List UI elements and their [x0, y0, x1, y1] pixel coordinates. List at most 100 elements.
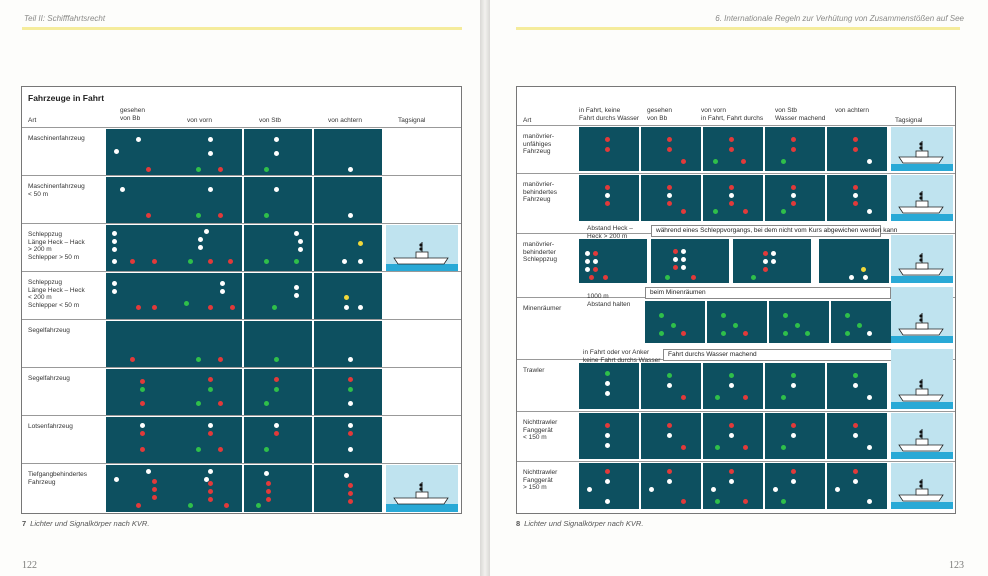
light-red — [266, 489, 271, 494]
light-white — [791, 193, 796, 198]
light-white — [112, 231, 117, 236]
light-red — [605, 423, 610, 428]
trawler-anchor-note: in Fahrt oder vor Anker keine Fahrt durc… — [583, 349, 661, 364]
light-red — [208, 481, 213, 486]
running-head: 6. Internationale Regeln zur Verhütung v… — [715, 14, 964, 23]
light-cell — [765, 363, 825, 409]
light-red — [136, 503, 141, 508]
row-divider — [22, 319, 461, 320]
light-cell — [314, 321, 382, 368]
light-white — [120, 187, 125, 192]
light-red — [729, 137, 734, 142]
row-divider — [22, 271, 461, 272]
column-header: gesehen von Bb — [120, 107, 145, 122]
light-green — [671, 323, 676, 328]
light-white — [274, 137, 279, 142]
light-white — [585, 259, 590, 264]
light-cell — [579, 413, 639, 459]
light-white — [867, 331, 872, 336]
light-white — [867, 499, 872, 504]
light-cell — [579, 175, 639, 221]
light-white — [348, 167, 353, 172]
light-white — [763, 259, 768, 264]
light-white — [667, 479, 672, 484]
light-cell — [244, 465, 312, 512]
light-yellow — [358, 241, 363, 246]
light-cell — [703, 413, 763, 459]
light-cell — [827, 463, 887, 509]
row-divider — [517, 411, 955, 412]
figure-caption: 7 Lichter und Signalkörper nach KVR. — [22, 519, 149, 528]
figure-number: 7 — [22, 519, 27, 528]
light-green — [605, 371, 610, 376]
light-green — [184, 301, 189, 306]
light-white — [198, 237, 203, 242]
light-cell — [174, 129, 242, 176]
light-white — [587, 487, 592, 492]
light-white — [867, 395, 872, 400]
header-rule — [22, 27, 462, 30]
row-label: Segelfahrzeug — [28, 327, 70, 334]
day-signal-cell — [891, 127, 953, 171]
row-divider — [22, 175, 461, 176]
column-header: von Stb — [259, 117, 282, 124]
light-red — [593, 251, 598, 256]
light-red — [605, 469, 610, 474]
light-green — [256, 503, 261, 508]
light-cell — [174, 273, 242, 320]
light-cell — [641, 463, 701, 509]
column-header: gesehen von Bb — [647, 107, 672, 122]
light-cell — [827, 127, 887, 171]
light-white — [204, 477, 209, 482]
light-green — [659, 313, 664, 318]
light-cell — [641, 127, 701, 171]
sea-strip — [891, 214, 953, 221]
light-white — [112, 259, 117, 264]
light-white — [208, 187, 213, 192]
light-white — [294, 293, 299, 298]
light-green — [805, 331, 810, 336]
light-white — [112, 289, 117, 294]
light-red — [228, 259, 233, 264]
light-cell — [703, 363, 763, 409]
light-white — [208, 137, 213, 142]
row-divider — [22, 127, 461, 128]
light-white — [867, 159, 872, 164]
column-header: Art — [28, 117, 37, 124]
light-white — [605, 479, 610, 484]
light-white — [667, 433, 672, 438]
light-red — [589, 275, 594, 280]
light-red — [853, 185, 858, 190]
column-header: Art — [523, 117, 532, 124]
light-white — [114, 477, 119, 482]
light-red — [741, 159, 746, 164]
light-green — [715, 499, 720, 504]
light-green — [729, 373, 734, 378]
light-red — [681, 499, 686, 504]
light-white — [773, 487, 778, 492]
light-cell — [106, 273, 174, 320]
light-red — [152, 259, 157, 264]
light-cell — [765, 413, 825, 459]
row-label: Segelfahrzeug — [28, 375, 70, 382]
light-red — [743, 331, 748, 336]
light-red — [218, 167, 223, 172]
light-green — [715, 395, 720, 400]
light-white — [791, 383, 796, 388]
light-cell — [174, 321, 242, 368]
sea-strip — [891, 164, 953, 171]
light-cell — [641, 363, 701, 409]
light-green — [721, 331, 726, 336]
sea-strip — [891, 502, 953, 509]
light-red — [266, 497, 271, 502]
light-cell — [703, 127, 763, 171]
light-red — [729, 423, 734, 428]
light-red — [208, 431, 213, 436]
light-white — [593, 259, 598, 264]
light-red — [593, 267, 598, 272]
light-green — [665, 275, 670, 280]
light-red — [130, 357, 135, 362]
light-white — [146, 469, 151, 474]
light-green — [733, 323, 738, 328]
light-white — [136, 137, 141, 142]
